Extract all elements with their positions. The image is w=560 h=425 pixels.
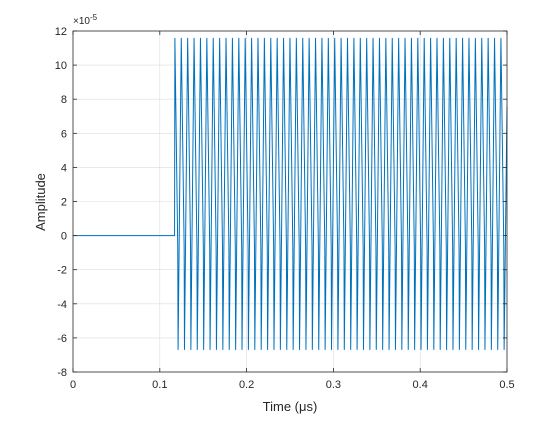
y-axis-label: Amplitude	[33, 173, 48, 231]
y-tick-label: 8	[61, 94, 67, 106]
y-tick-label: -6	[57, 333, 67, 345]
y-tick-label: 2	[61, 197, 67, 209]
y-tick-label: -4	[57, 299, 67, 311]
tick-labels: 0 0.1 0.2 0.3 0.4 0.5 -8 -6 -4 -2 0 2 4 6 8 10 12	[55, 26, 515, 391]
x-tick-label: 0.2	[239, 379, 254, 391]
x-tick-label: 0.5	[499, 379, 514, 391]
y-tick-label: -2	[57, 265, 67, 277]
y-tick-label: 6	[61, 128, 67, 140]
series-layer	[73, 37, 508, 350]
x-tick-label: 0.3	[326, 379, 341, 391]
y-exponent-label: ×10-5	[73, 13, 98, 27]
x-tick-label: 0	[70, 379, 76, 391]
x-tick-label: 0.1	[152, 379, 167, 391]
y-tick-label: 4	[61, 162, 67, 174]
signal-series-line	[73, 37, 508, 350]
y-tick-label: -8	[57, 367, 67, 379]
tick-marks	[72, 30, 508, 373]
x-tick-label: 0.4	[413, 379, 428, 391]
x-axis-label: Time (μs)	[263, 399, 318, 414]
y-tick-label: 10	[55, 60, 67, 72]
y-tick-label: 12	[55, 26, 67, 38]
y-tick-label: 0	[61, 231, 67, 243]
